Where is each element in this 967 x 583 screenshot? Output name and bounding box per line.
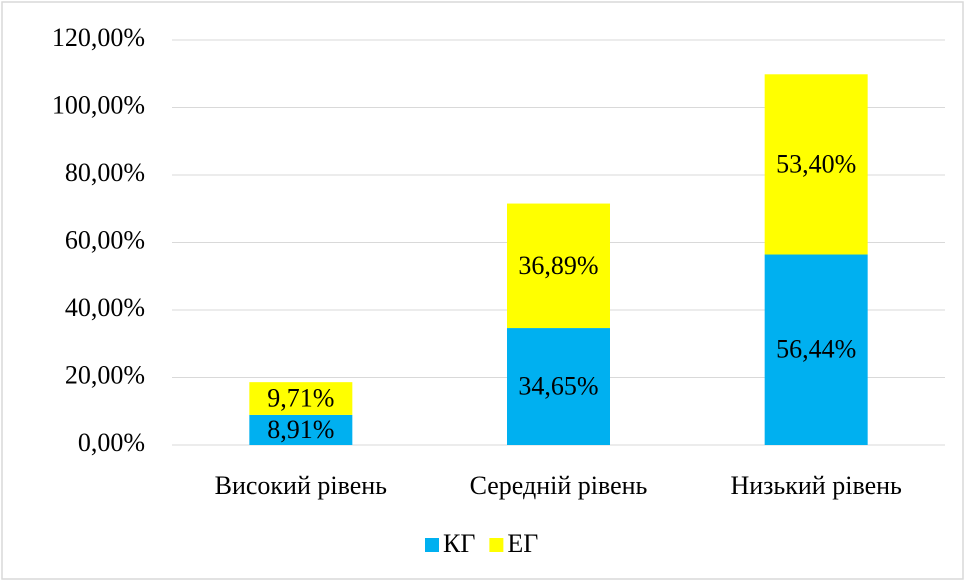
data-label: 9,71%	[267, 384, 334, 413]
data-label: 56,44%	[776, 335, 856, 364]
bar-segment	[507, 328, 610, 445]
data-label: 36,89%	[518, 251, 598, 280]
x-tick-label: Середній рівень	[470, 471, 648, 500]
legend-swatch	[425, 538, 439, 552]
bar-segment	[764, 254, 868, 445]
y-tick-label: 80,00%	[65, 158, 145, 187]
x-tick-label: Низький рівень	[730, 471, 902, 500]
data-label: 8,91%	[267, 415, 334, 444]
y-tick-label: 100,00%	[52, 90, 145, 119]
y-tick-label: 120,00%	[52, 23, 145, 52]
bar-segment	[249, 414, 353, 445]
y-tick-label: 40,00%	[65, 293, 145, 322]
data-label: 53,40%	[776, 149, 856, 178]
x-tick-label: Високий рівень	[215, 471, 388, 500]
y-tick-label: 20,00%	[65, 360, 145, 389]
legend-label: КГ	[443, 529, 475, 558]
bar-segment	[764, 74, 868, 255]
y-tick-label: 60,00%	[65, 225, 145, 254]
data-label: 34,65%	[518, 371, 598, 400]
bar-segment	[249, 382, 353, 415]
bar-segment	[507, 203, 610, 329]
y-tick-label: 0,00%	[78, 428, 145, 457]
legend-swatch	[489, 538, 504, 552]
legend-label: ЕГ	[507, 529, 538, 558]
